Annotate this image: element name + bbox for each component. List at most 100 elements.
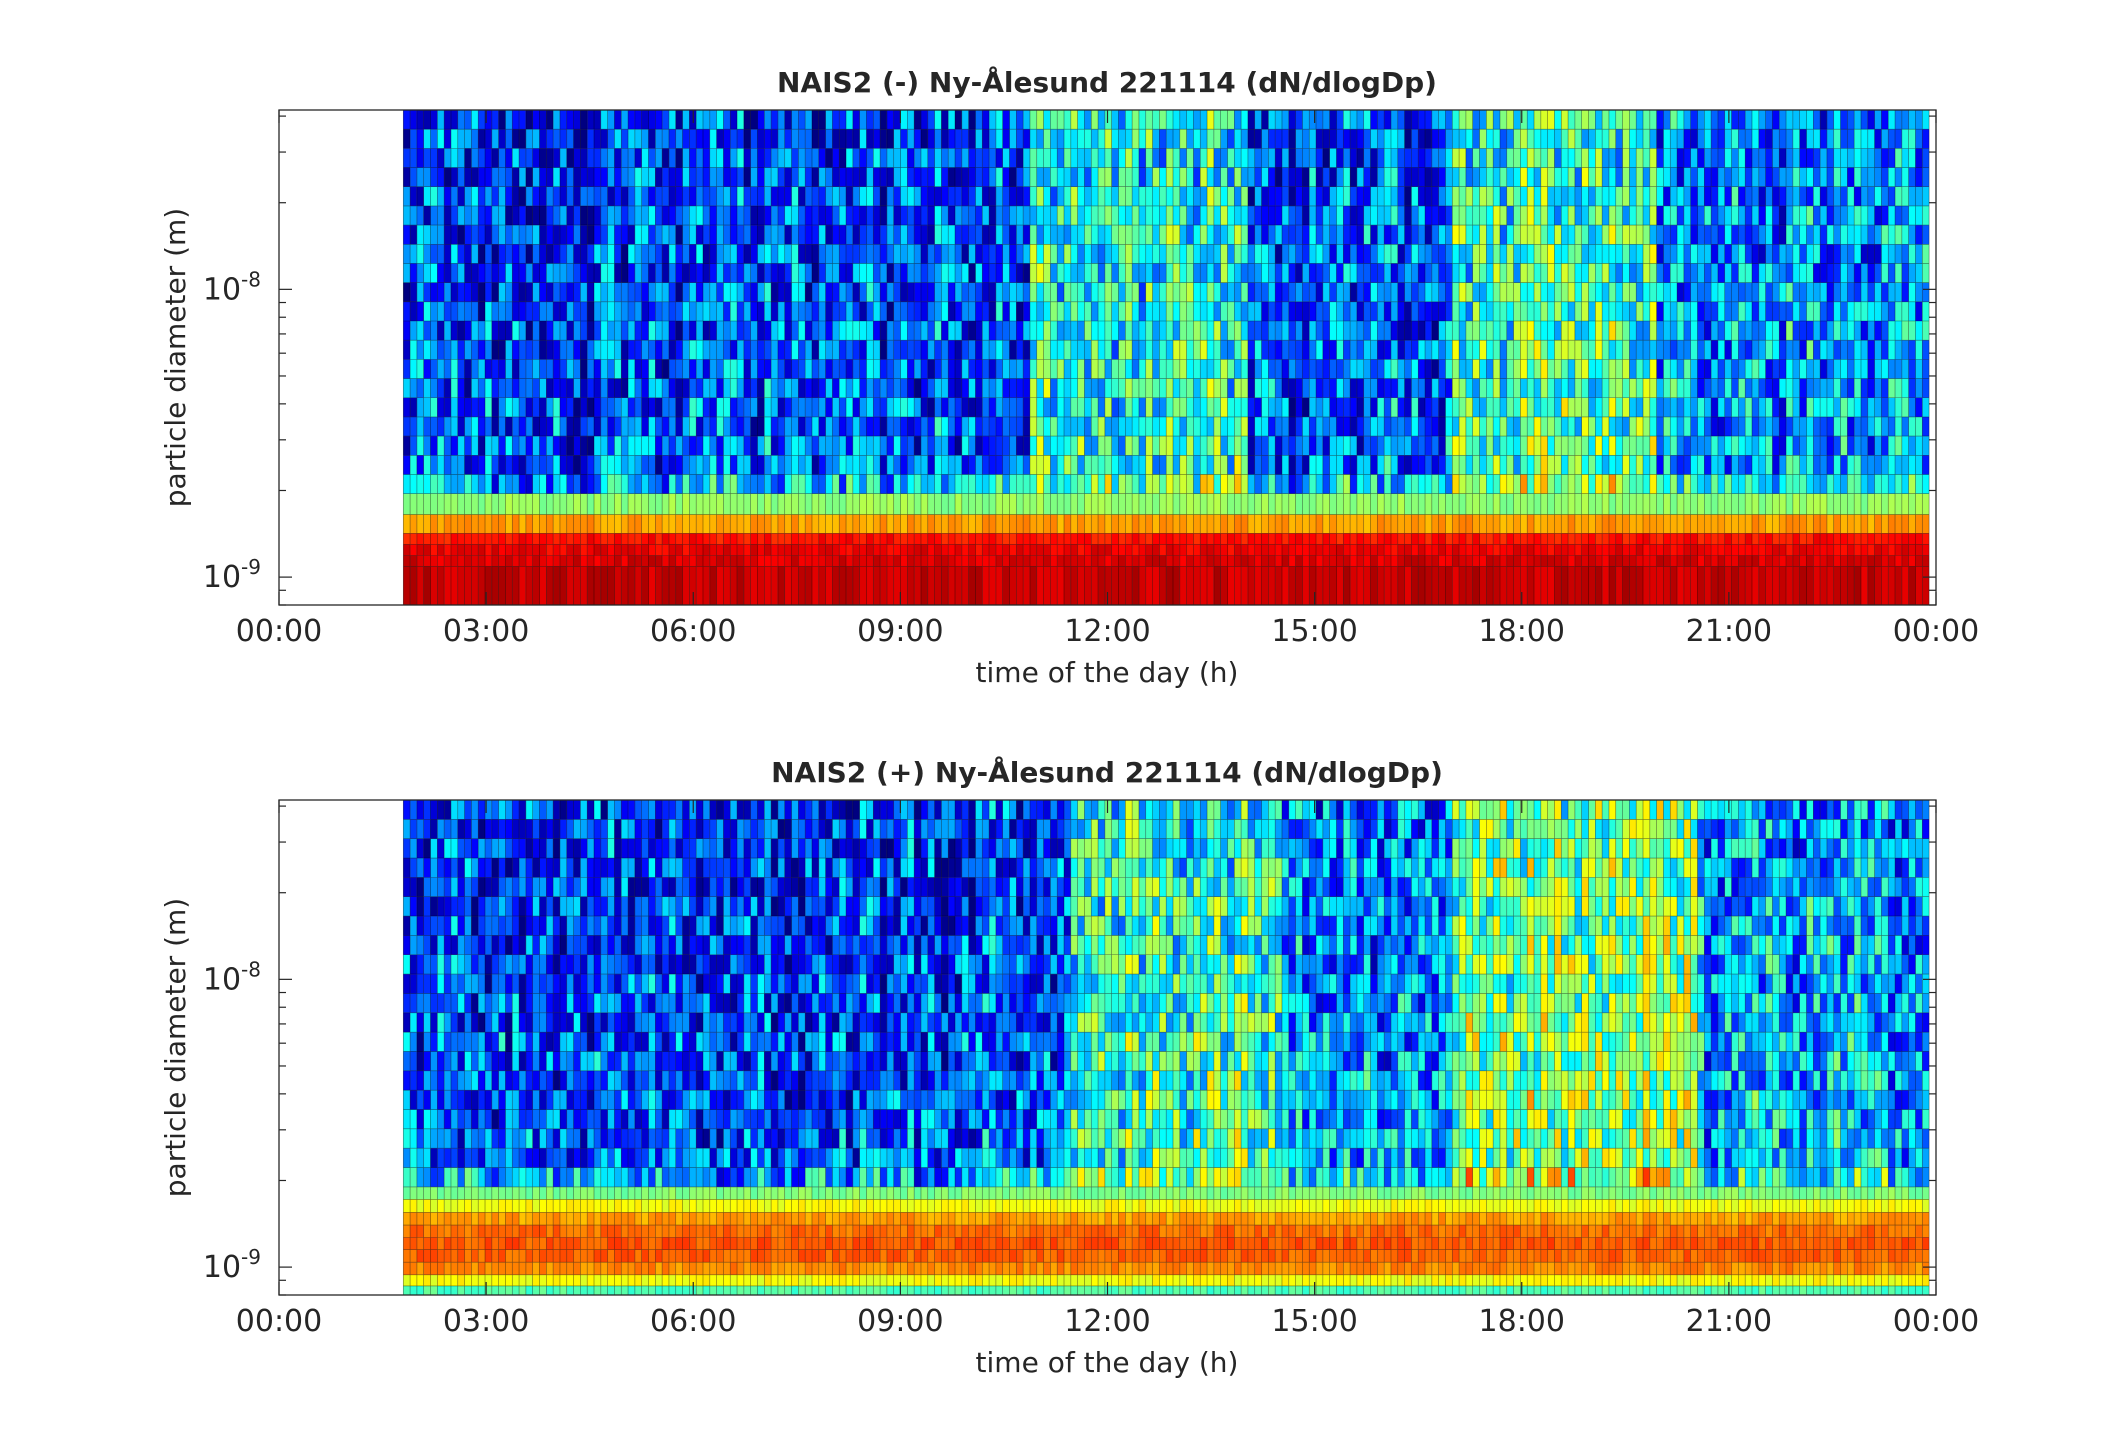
heatmap-cell (1125, 282, 1133, 302)
heatmap-cell (1288, 474, 1296, 494)
heatmap-cell (1329, 263, 1337, 283)
heatmap-cell (1493, 566, 1500, 605)
heatmap-cell (1363, 148, 1371, 168)
heatmap-cell (614, 533, 622, 545)
heatmap-cell (1649, 566, 1657, 605)
heatmap-cell (757, 186, 765, 206)
heatmap-cell (505, 514, 513, 534)
heatmap-cell (1465, 321, 1473, 341)
heatmap-cell (1370, 148, 1378, 168)
heatmap-cell (1452, 167, 1460, 187)
heatmap-cell (995, 282, 1003, 302)
heatmap-cell (1329, 397, 1337, 417)
heatmap-cell (1561, 321, 1569, 341)
heatmap-cell (1561, 148, 1569, 168)
heatmap-cell (1499, 225, 1507, 245)
heatmap-cell (907, 436, 915, 456)
heatmap-cell (1445, 129, 1453, 149)
heatmap-cell (573, 340, 581, 360)
heatmap-cell (1499, 110, 1507, 130)
heatmap-cell (1016, 244, 1024, 264)
heatmap-cell (450, 167, 458, 187)
heatmap-cell (818, 110, 826, 130)
heatmap-cell (975, 167, 983, 187)
heatmap-cell (559, 321, 567, 341)
heatmap-cell (1009, 148, 1017, 168)
heatmap-cell (1132, 110, 1139, 130)
heatmap-cell (1677, 378, 1684, 398)
heatmap-cell (1465, 186, 1473, 206)
heatmap-cell (1009, 566, 1017, 605)
heatmap-cell (1574, 566, 1582, 605)
heatmap-cell (1343, 416, 1351, 437)
heatmap-cell (1622, 455, 1630, 475)
heatmap-cell (839, 359, 847, 379)
heatmap-cell (1329, 514, 1337, 534)
heatmap-cell (1009, 378, 1017, 398)
heatmap-cell (1425, 436, 1432, 456)
heatmap-cell (1173, 544, 1180, 556)
heatmap-cell (1009, 474, 1017, 494)
heatmap-cell (1622, 321, 1630, 341)
heatmap-cell (1207, 167, 1214, 187)
heatmap-cell (1084, 263, 1092, 283)
heatmap-cell (757, 244, 765, 264)
heatmap-cell (444, 514, 451, 534)
heatmap-cell (580, 474, 588, 494)
heatmap-cell (886, 225, 894, 245)
heatmap-cell (1295, 167, 1303, 187)
heatmap-cell (771, 301, 778, 322)
heatmap-cell (668, 225, 676, 245)
heatmap-cell (1036, 263, 1044, 283)
heatmap-cell (771, 186, 778, 206)
heatmap-cell (1370, 566, 1378, 605)
heatmap-cell (1418, 455, 1426, 475)
heatmap-cell (1683, 555, 1691, 567)
heatmap-cell (1309, 148, 1317, 168)
heatmap-cell (1418, 167, 1426, 187)
heatmap-cell (1207, 378, 1214, 398)
heatmap-cell (478, 129, 486, 149)
heatmap-cell (989, 533, 996, 545)
heatmap-cell (1649, 493, 1657, 515)
heatmap-cell (1302, 225, 1310, 245)
heatmap-cell (1527, 455, 1535, 475)
heatmap-cell (478, 566, 486, 605)
heatmap-cell (634, 359, 642, 379)
heatmap-cell (1227, 455, 1235, 475)
heatmap-cell (628, 544, 635, 556)
heatmap-cell (1363, 436, 1371, 456)
heatmap-cell (668, 493, 676, 515)
heatmap-cell (1479, 474, 1487, 494)
heatmap-cell (1343, 205, 1351, 226)
heatmap-cell (450, 321, 458, 341)
heatmap-cell (1295, 555, 1303, 567)
heatmap-cell (1527, 514, 1535, 534)
heatmap-cell (1118, 129, 1126, 149)
heatmap-cell (682, 436, 690, 456)
heatmap-cell (1554, 340, 1562, 360)
heatmap-cell (1309, 455, 1317, 475)
heatmap-cell (1690, 455, 1698, 475)
heatmap-cell (1268, 225, 1276, 245)
heatmap-cell (437, 225, 445, 245)
heatmap-cell (1418, 533, 1426, 545)
heatmap-cell (968, 416, 976, 437)
heatmap-cell (444, 244, 451, 264)
heatmap-cell (416, 340, 424, 360)
heatmap-cell (1077, 544, 1085, 556)
heatmap-cell (580, 340, 588, 360)
heatmap-cell (873, 110, 881, 130)
heatmap-cell (1459, 263, 1466, 283)
heatmap-cell (1697, 205, 1705, 226)
heatmap-cell (852, 397, 860, 417)
heatmap-cell (1397, 282, 1405, 302)
heatmap-cell (668, 205, 676, 226)
heatmap-cell (1459, 186, 1466, 206)
heatmap-cell (416, 555, 424, 567)
heatmap-cell (873, 555, 881, 567)
heatmap-cell (1193, 263, 1201, 283)
heatmap-cell (1486, 544, 1494, 556)
heatmap-cell (1540, 514, 1548, 534)
heatmap-cell (1179, 321, 1187, 341)
